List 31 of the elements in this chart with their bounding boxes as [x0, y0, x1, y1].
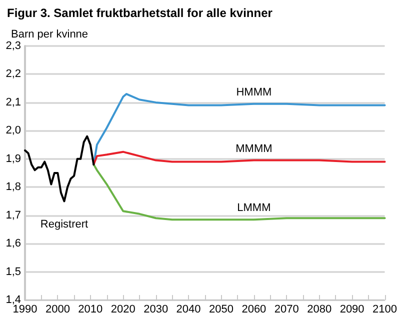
- line-series: [92, 150, 386, 166]
- x-tick-label: 2000: [45, 304, 70, 316]
- line-series: [24, 135, 95, 202]
- y-tick-label: 1,9: [6, 152, 21, 165]
- x-tick-label: 2010: [78, 304, 103, 316]
- y-tick-label: 1,5: [6, 266, 21, 278]
- x-tick-label: 2080: [307, 304, 332, 316]
- y-tick-label: 1,4: [6, 294, 21, 306]
- x-tick-label: 1990: [12, 304, 38, 316]
- y-tick-label: 2,0: [6, 124, 21, 137]
- y-tick-label: 2,2: [6, 68, 21, 80]
- x-tick-label: 2100: [372, 304, 398, 316]
- x-tick-label: 2070: [274, 304, 299, 316]
- x-tick-label: 2050: [208, 304, 234, 316]
- line-series: [92, 164, 386, 221]
- chart-title: Figur 3. Samlet fruktbarhetstall for alle kvinner: [7, 6, 273, 20]
- x-tick-label: 2060: [242, 304, 266, 316]
- x-tick-label: 2020: [110, 304, 136, 316]
- y-tick-label: 2,1: [6, 96, 21, 108]
- series-label: LMMM: [237, 202, 271, 214]
- text: Registrert: [40, 218, 88, 231]
- x-tick-label: 2090: [340, 304, 364, 316]
- series-label: MMMM: [236, 142, 272, 155]
- x-tick-label: 2030: [144, 304, 168, 316]
- y-tick-label: 2,3: [6, 40, 21, 52]
- y-axis-title: Barn per kvinne: [11, 28, 88, 40]
- x-tick-label: 2040: [176, 304, 201, 316]
- series-label: HMMM: [236, 86, 272, 98]
- y-tick-label: 1,7: [6, 209, 21, 222]
- y-tick-label: 1,8: [6, 181, 21, 194]
- y-tick-label: 1,6: [6, 238, 21, 250]
